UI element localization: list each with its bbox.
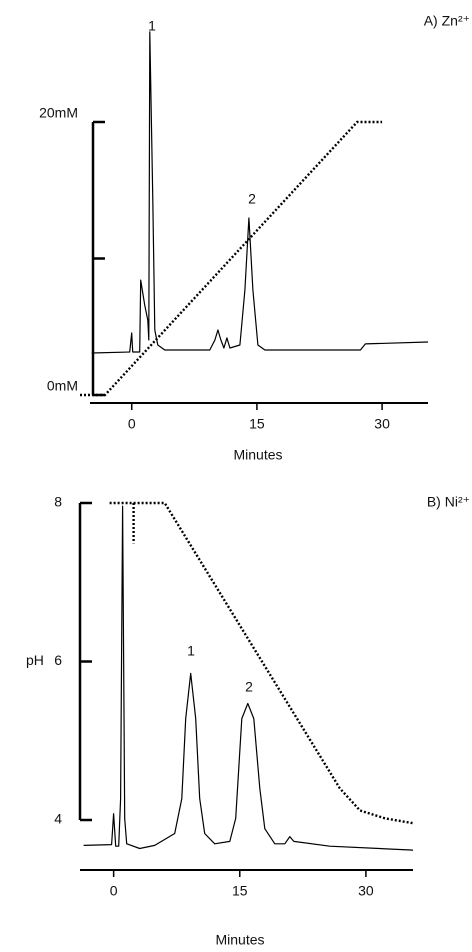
peak-label: 2 [245, 679, 253, 695]
panel-title: A) Zn²⁺ [424, 13, 470, 29]
gradient-line [80, 120, 383, 397]
trace-line [91, 31, 429, 354]
x-axis-label: Minutes [233, 447, 282, 463]
gradient-line [109, 501, 414, 825]
y-tick-label: 20mM [39, 105, 78, 121]
x-tick-label: 30 [358, 883, 374, 899]
x-tick-label: 0 [110, 883, 118, 899]
y-tick-label: 0mM [47, 378, 78, 394]
y-tick-label: 8 [54, 494, 62, 510]
x-axis-label: Minutes [215, 932, 264, 948]
x-tick-label: 0 [128, 416, 136, 432]
trace-line [83, 505, 414, 851]
x-tick-label: 15 [249, 416, 265, 432]
peak-label: 1 [148, 18, 156, 34]
x-tick-label: 30 [374, 416, 390, 432]
peak-label: 2 [248, 191, 256, 207]
y-axis-label: pH [26, 652, 44, 668]
y-tick-label: 4 [54, 811, 62, 827]
y-tick-label: 6 [54, 652, 62, 668]
x-tick-label: 15 [232, 883, 248, 899]
panel-title: B) Ni²⁺ [427, 494, 470, 510]
peak-label: 1 [187, 643, 195, 659]
